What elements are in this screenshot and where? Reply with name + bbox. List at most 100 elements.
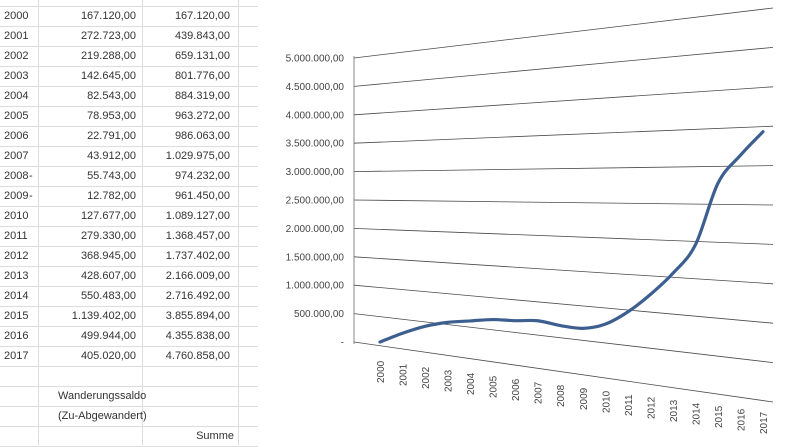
table-cell-sum: 1.089.127,00 [146, 206, 230, 226]
table-cell-sign [29, 206, 39, 226]
table-cell-sum: 961.450,00 [146, 186, 230, 206]
row-divider [0, 246, 258, 247]
table-cell-year: 2008 [4, 166, 32, 186]
table-label-subtitle: (Zu-Abgewandert) [58, 406, 248, 426]
table-cell-value: 1.139.402,00 [40, 306, 136, 326]
table-cell-value: 82.543,00 [40, 86, 136, 106]
table-cell-value: 167.120,00 [40, 6, 136, 26]
x-tick-label: 2009 [579, 387, 590, 410]
gridline [354, 257, 773, 284]
table-cell-sign [29, 346, 39, 366]
x-tick-label: 2000 [376, 360, 387, 383]
table-cell-year: 2002 [4, 46, 32, 66]
table-cell-value: 428.607,00 [40, 266, 136, 286]
table-row[interactable]: Summe [0, 426, 258, 446]
table-cell-year: 2004 [4, 86, 32, 106]
table-cell-sum: 1.029.975,00 [146, 146, 230, 166]
table-cell-sign [29, 126, 39, 146]
x-tick-label: 2007 [534, 381, 545, 404]
table-cell-value: 12.782,00 [40, 186, 136, 206]
table-cell-value: 127.677,00 [40, 206, 136, 226]
table-cell-year: 2012 [4, 246, 32, 266]
table-row[interactable]: (Zu-Abgewandert) [0, 406, 258, 426]
table-cell-year: 2016 [4, 326, 32, 346]
x-tick-label: 2006 [511, 378, 522, 401]
x-tick-label: 2004 [466, 372, 477, 395]
x-tick-label: 2016 [736, 408, 747, 431]
x-tick-label: 2014 [691, 402, 702, 425]
row-divider [0, 186, 258, 187]
row-divider [0, 166, 258, 167]
table-cell-year: 2015 [4, 306, 32, 326]
table-cell-value: 279.330,00 [40, 226, 136, 246]
table-cell-value: 405.020,00 [40, 346, 136, 366]
spreadsheet-table: Wanderungssaldo (Zu-Abgewandert) Summe 2… [0, 0, 258, 445]
table-cell-value: 142.645,00 [40, 66, 136, 86]
row-divider [0, 226, 258, 227]
table-cell-value: 78.953,00 [40, 106, 136, 126]
table-cell-value: 55.743,00 [40, 166, 136, 186]
table-cell-sum: 884.319,00 [146, 86, 230, 106]
x-tick-label: 2017 [759, 411, 770, 434]
y-tick-label: 2.500.000,00 [286, 196, 345, 207]
table-label-saldo: Wanderungssaldo [58, 386, 248, 406]
table-row[interactable]: 2016 499.944,00 4.355.838,00 [0, 326, 258, 346]
table-cell-sign: - [29, 166, 39, 186]
row-divider [0, 386, 258, 387]
table-cell-sum: 4.355.838,00 [146, 326, 230, 346]
table-cell-year: 2001 [4, 26, 32, 46]
table-cell-sign [29, 146, 39, 166]
row-divider [0, 206, 258, 207]
row-divider [0, 6, 258, 7]
table-cell-value: 499.944,00 [40, 326, 136, 346]
table-cell-sign: - [29, 186, 39, 206]
row-divider [0, 26, 258, 27]
table-cell-sign [29, 6, 39, 26]
gridline [354, 8, 773, 58]
x-tick-label: 2001 [399, 363, 410, 386]
gridline [354, 166, 773, 172]
table-cell-year: 2005 [4, 106, 32, 126]
table-cell-sign [29, 226, 39, 246]
table-cell-sign [29, 246, 39, 266]
row-divider [0, 406, 258, 407]
gridline [354, 87, 773, 115]
x-tick-label: 2008 [556, 384, 567, 407]
table-cell-sum: 1.737.402,00 [146, 246, 230, 266]
table-cell-sign [29, 86, 39, 106]
x-tick-label: 2011 [624, 394, 635, 416]
gridline [354, 126, 773, 143]
table-cell-value: 272.723,00 [40, 26, 136, 46]
table-cell-year: 2013 [4, 266, 32, 286]
table-row[interactable]: 2001 272.723,00 439.843,00 [0, 26, 258, 46]
table-cell-sign [29, 46, 39, 66]
table-cell-year: 2000 [4, 6, 32, 26]
row-divider [0, 106, 258, 107]
row-divider [0, 46, 258, 47]
table-row[interactable]: 2004 82.543,00 884.319,00 [0, 86, 258, 106]
table-cell-year: 2007 [4, 146, 32, 166]
table-label-sum: Summe [58, 426, 234, 446]
table-cell-sign [29, 286, 39, 306]
table-row[interactable]: Wanderungssaldo [0, 386, 258, 406]
x-tick-label: 2013 [669, 399, 680, 422]
row-divider [0, 126, 258, 127]
table-cell-sum: 439.843,00 [146, 26, 230, 46]
chart-canvas: -500.000,001.000.000,001.500.000,002.000… [258, 0, 792, 445]
y-tick-label: 4.000.000,00 [286, 110, 345, 121]
